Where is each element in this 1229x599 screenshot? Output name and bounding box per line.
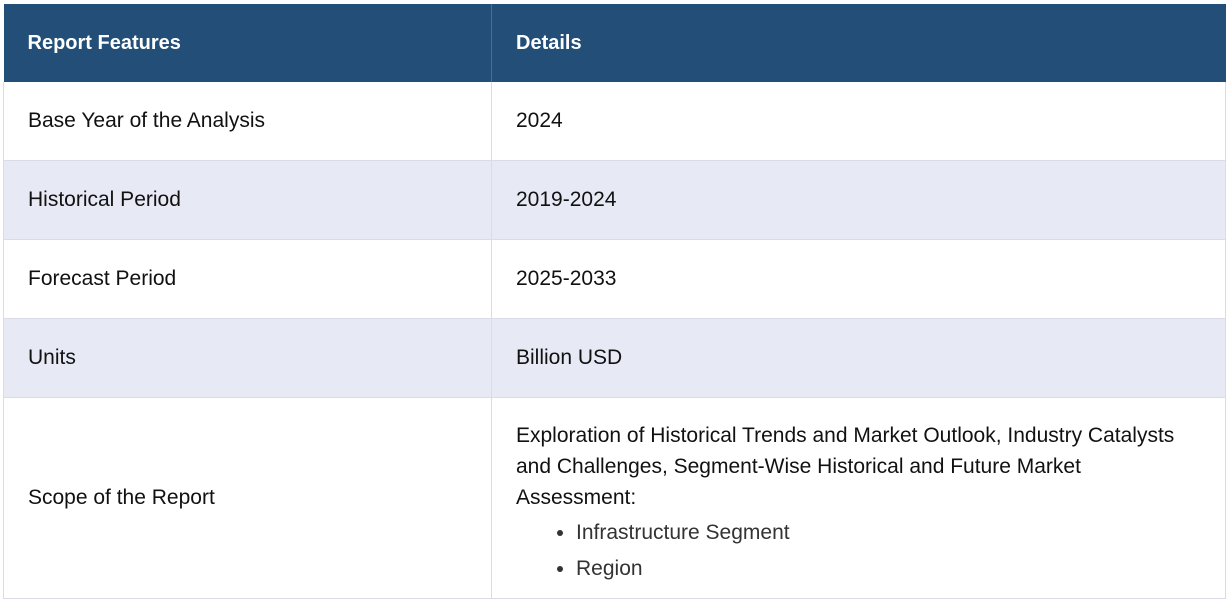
table-row: Scope of the Report Exploration of Histo… [3,397,1226,599]
feature-cell: Base Year of the Analysis [3,82,492,161]
detail-cell-scope: Exploration of Historical Trends and Mar… [491,397,1226,599]
list-item: Infrastructure Segment [576,515,1225,551]
detail-cell: 2019-2024 [491,160,1226,240]
table-header-row: Report Features Details [3,4,1226,82]
detail-cell: 2025-2033 [491,239,1226,319]
list-item: Region [576,551,1225,587]
table-row: Base Year of the Analysis 2024 [3,82,1226,161]
header-report-features: Report Features [3,4,492,82]
feature-cell: Units [3,318,492,398]
feature-cell: Scope of the Report [3,397,492,599]
scope-list: Infrastructure Segment Region [516,515,1225,587]
detail-cell: Billion USD [491,318,1226,398]
report-features-table: Report Features Details Base Year of the… [3,4,1226,599]
detail-cell: 2024 [491,82,1226,161]
table-row: Historical Period 2019-2024 [3,160,1226,240]
table-row: Units Billion USD [3,318,1226,398]
table-row: Forecast Period 2025-2033 [3,239,1226,319]
feature-cell: Historical Period [3,160,492,240]
header-details: Details [491,4,1226,82]
feature-cell: Forecast Period [3,239,492,319]
scope-description: Exploration of Historical Trends and Mar… [516,423,1175,509]
